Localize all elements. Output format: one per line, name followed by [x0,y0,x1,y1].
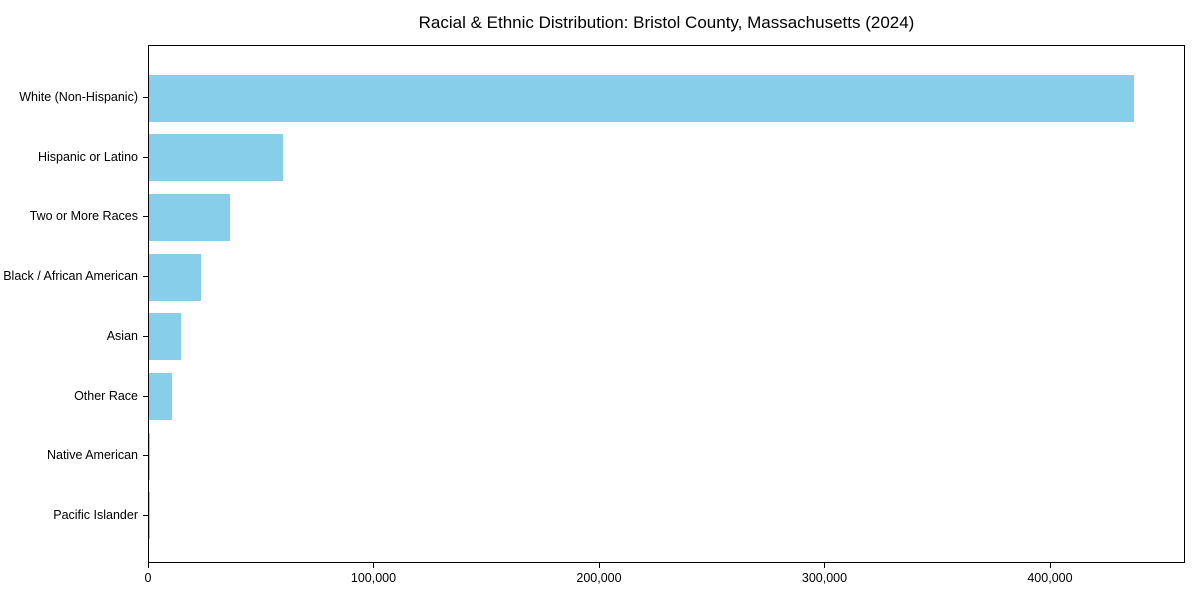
x-tick-label-300000: 300,000 [801,571,848,585]
x-tick-mark [598,563,600,568]
x-tick-label-200000: 200,000 [576,571,622,585]
y-tick-mark [143,514,148,516]
plot-area [148,45,1185,563]
x-tick-mark [148,563,149,568]
y-tick-label-other-race: Other Race [74,388,138,403]
bar-hispanic-or-latino [149,134,284,182]
chart-title: Racial & Ethnic Distribution: Bristol Co… [418,13,915,32]
bar-asian [149,313,182,361]
y-tick-mark [143,156,148,158]
bar-native-american [149,432,151,480]
y-tick-mark [143,395,148,397]
y-tick-label-asian: Asian [106,328,138,343]
bar-two-or-more-races [149,193,231,241]
x-tick-mark [1049,563,1051,568]
y-tick-mark [143,216,148,218]
x-tick-label-0: 0 [144,571,152,585]
y-tick-mark [143,335,148,337]
x-tick-label-400000: 400,000 [1027,571,1073,585]
y-tick-mark [143,455,148,457]
y-tick-mark [143,276,148,278]
y-tick-label-white-non-hispanic: White (Non-Hispanic) [19,90,138,104]
x-tick-mark [824,563,826,568]
x-tick-label-100000: 100,000 [350,571,397,585]
y-tick-label-black-african-american: Black / African American [3,269,138,284]
y-tick-mark [143,97,148,98]
y-tick-label-hispanic-or-latino: Hispanic or Latino [37,149,138,164]
y-tick-label-two-or-more-races: Two or More Races [29,209,138,224]
y-tick-label-pacific-islander: Pacific Islander [53,507,138,522]
bar-other-race [149,373,172,420]
y-tick-label-native-american: Native American [46,448,138,463]
bar-black-african-american [149,253,201,301]
bar-white-non-hispanic [149,74,1135,122]
x-tick-mark [373,563,375,568]
